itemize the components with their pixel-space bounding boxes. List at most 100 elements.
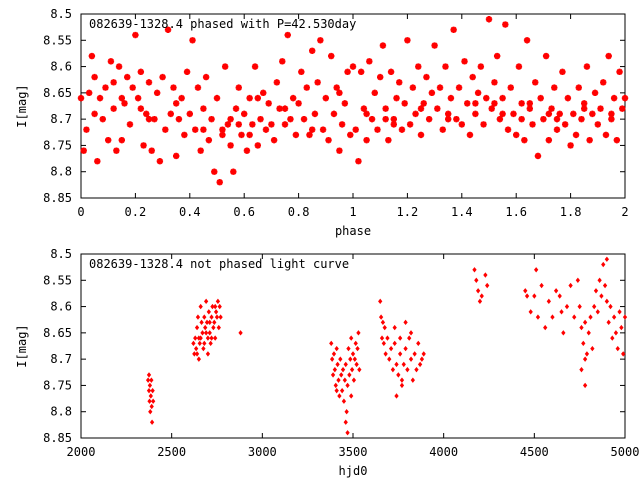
unphased-data-point <box>586 330 591 336</box>
unphased-data-point <box>145 377 151 383</box>
unphased-data-point <box>195 314 201 320</box>
phased-data-point <box>292 131 300 139</box>
phased-data-point <box>586 136 593 144</box>
phased-data-point <box>567 142 574 149</box>
phased-data-point <box>341 100 349 107</box>
unphased-data-point <box>149 419 155 425</box>
phased-data-point <box>581 100 588 107</box>
phased-data-point <box>249 121 256 128</box>
phased-data-point <box>491 79 498 86</box>
phased-data-point <box>502 21 509 28</box>
unphased-data-point <box>348 356 353 362</box>
unphased-data-point <box>213 309 219 315</box>
phased-y-tick-label: 8.6 <box>50 60 72 74</box>
unphased-data-point <box>581 340 586 347</box>
phased-data-point <box>532 79 539 86</box>
unphased-data-point <box>352 356 357 362</box>
phased-data-point <box>619 105 626 112</box>
unphased-data-point <box>416 340 421 347</box>
phased-data-point <box>232 105 240 112</box>
unphased-data-point <box>191 340 196 347</box>
phased-data-point <box>404 37 411 44</box>
unphased-data-point <box>412 351 417 357</box>
phased-data-point <box>211 168 218 175</box>
unphased-data-point <box>205 351 211 357</box>
phased-data-point <box>257 115 264 123</box>
phased-data-point <box>105 136 112 144</box>
phased-data-point <box>175 115 183 123</box>
phased-data-point <box>480 121 487 128</box>
unphased-data-point <box>198 335 203 341</box>
phased-data-point <box>241 110 248 118</box>
phased-data-point <box>260 89 267 97</box>
unphased-x-tick-label: 5000 <box>611 445 640 459</box>
phased-data-point <box>425 115 433 123</box>
unphased-data-point <box>575 277 580 283</box>
unphased-data-point <box>621 351 626 357</box>
unphased-data-point <box>336 377 341 383</box>
phased-data-point <box>227 142 234 149</box>
unphased-data-point <box>202 340 207 347</box>
phased-data-point <box>578 115 585 123</box>
unphased-data-point <box>333 382 338 389</box>
phased-data-point <box>254 94 261 102</box>
unphased-data-point <box>419 356 425 362</box>
unphased-data-point <box>523 288 528 294</box>
phased-data-point <box>129 84 136 91</box>
unphased-data-point <box>613 330 619 336</box>
phased-data-point <box>295 100 302 107</box>
phased-data-point <box>338 121 346 128</box>
phased-data-point <box>189 37 196 44</box>
unphased-data-point <box>346 345 351 352</box>
unphased-data-point <box>203 330 209 336</box>
unphased-data-point <box>582 356 588 362</box>
unphased-data-point <box>553 288 559 294</box>
phased-data-point <box>363 136 370 144</box>
phased-data-point <box>477 63 485 70</box>
phased-data-point <box>303 84 310 91</box>
unphased-data-point <box>572 314 577 320</box>
unphased-y-tick-label: 8.65 <box>43 326 72 340</box>
unphased-y-tick-label: 8.5 <box>50 247 72 261</box>
phased-data-point <box>126 121 134 128</box>
unphased-data-point <box>340 366 346 373</box>
phased-data-point <box>151 115 158 123</box>
phased-data-point <box>96 94 104 102</box>
phased-data-point <box>518 115 525 123</box>
unphased-data-point <box>148 393 153 399</box>
unphased-data-point <box>477 298 483 304</box>
phased-data-point <box>216 179 223 186</box>
phased-y-tick-label: 8.55 <box>43 33 72 47</box>
unphased-x-tick-label: 4000 <box>429 445 458 459</box>
phased-data-point <box>251 63 259 70</box>
unphased-data-point <box>601 261 606 268</box>
phased-data-point <box>164 26 172 33</box>
unphased-data-point <box>147 398 152 404</box>
phased-data-point <box>591 89 599 97</box>
unphased-data-point <box>403 345 408 352</box>
phased-data-point <box>137 68 145 76</box>
phased-data-point <box>431 42 438 49</box>
phased-data-point <box>499 94 506 102</box>
phased-data-point <box>235 121 242 128</box>
phased-data-point <box>401 100 408 107</box>
phased-light-curve-panel: 0 0.2 0.4 0.6 0.8 1 1.2 1.4 1.6 1.8 2 8.5 8.55 8.6 8.6… <box>15 7 629 238</box>
unphased-data-point <box>194 324 200 331</box>
phased-data-point <box>317 37 324 44</box>
unphased-data-point <box>209 335 214 341</box>
phased-data-point <box>491 100 498 107</box>
unphased-data-point <box>604 298 610 304</box>
unphased-data-point <box>207 330 212 336</box>
phased-data-point <box>439 126 446 133</box>
phased-data-point <box>246 94 253 102</box>
unphased-data-point <box>332 366 338 373</box>
phased-data-point <box>328 52 335 60</box>
phased-data-point <box>300 115 308 123</box>
unphased-data-point <box>341 398 347 404</box>
phased-data-point <box>396 79 403 86</box>
phased-data-point <box>287 115 294 123</box>
phased-data-point <box>238 131 245 139</box>
phased-data-point <box>336 147 343 154</box>
unphased-data-point <box>535 314 541 320</box>
